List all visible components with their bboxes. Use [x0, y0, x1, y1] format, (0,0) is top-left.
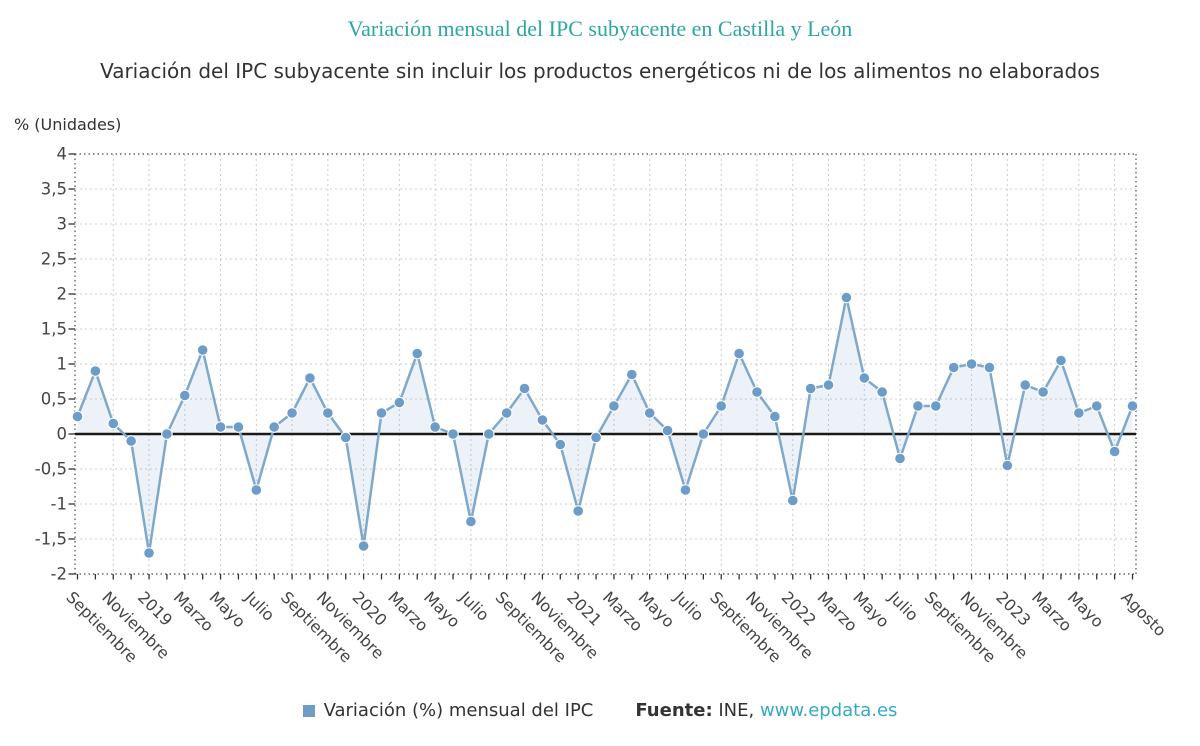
data-point-feb-2019[interactable] [161, 428, 173, 440]
data-point-jun-2019[interactable] [232, 421, 245, 433]
data-point-mar-2023[interactable] [1037, 386, 1049, 398]
data-point-nov-2021[interactable] [751, 386, 763, 398]
y-axis-label: 1,5 [41, 320, 67, 339]
data-point-ago-2019[interactable] [268, 421, 280, 433]
data-point-mar-2021[interactable] [608, 400, 620, 412]
x-axis-label: Marzo [1028, 588, 1076, 636]
y-axis-label: 2,5 [41, 250, 67, 269]
data-point-oct-2022[interactable] [947, 361, 960, 374]
data-point-abr-2022[interactable] [840, 291, 853, 304]
data-point-dic-2019[interactable] [339, 431, 352, 444]
data-point-jul-2021[interactable] [679, 484, 692, 496]
source-agency: INE, [712, 700, 760, 721]
data-point-ago-2023[interactable] [1126, 400, 1139, 412]
source-link[interactable]: www.epdata.es [759, 700, 898, 721]
y-axis-label: 0,5 [41, 390, 67, 409]
data-point-jul-2019[interactable] [250, 484, 263, 496]
data-point-may-2023[interactable] [1073, 407, 1085, 419]
data-point-dic-2018[interactable] [125, 435, 137, 447]
data-point-nov-2020[interactable] [536, 414, 549, 426]
data-point-may-2019[interactable] [214, 421, 227, 433]
data-point-sep-2018[interactable] [71, 410, 84, 423]
data-point-ene-2019[interactable] [143, 547, 155, 559]
x-axis-label: Marzo [599, 588, 647, 636]
data-point-feb-2022[interactable] [804, 382, 817, 395]
data-point-oct-2018[interactable] [89, 365, 102, 377]
data-point-jun-2021[interactable] [661, 424, 674, 437]
x-axis-label: Marzo [170, 588, 218, 636]
y-axis-label: 3 [57, 215, 68, 234]
data-point-nov-2022[interactable] [965, 358, 978, 370]
chart-subtitle: Variación del IPC subyacente sin incluir… [100, 59, 1100, 83]
x-axis-label: Marzo [813, 588, 861, 636]
y-axis-unit-label: % (Unidades) [14, 115, 122, 134]
data-point-ago-2020[interactable] [482, 428, 495, 440]
data-point-sep-2020[interactable] [500, 407, 513, 419]
data-point-feb-2023[interactable] [1019, 379, 1032, 391]
data-point-ene-2023[interactable] [1001, 459, 1014, 472]
data-point-jun-2020[interactable] [447, 428, 459, 440]
legend-series-label: Variación (%) mensual del IPC [323, 700, 594, 721]
y-axis-label: 4 [57, 145, 68, 164]
data-point-may-2022[interactable] [858, 372, 871, 384]
data-point-abr-2023[interactable] [1055, 354, 1067, 367]
x-axis-label: Agosto [1117, 588, 1170, 641]
legend-series-swatch [302, 704, 315, 717]
data-point-nov-2018[interactable] [107, 417, 120, 430]
x-axis-label: Marzo [384, 588, 432, 636]
y-axis-label: 3,5 [41, 180, 67, 199]
data-point-jul-2023[interactable] [1108, 445, 1121, 458]
data-point-oct-2019[interactable] [304, 372, 316, 384]
data-point-abr-2020[interactable] [411, 347, 424, 360]
data-point-oct-2021[interactable] [733, 347, 745, 360]
y-axis-label: 1 [57, 355, 68, 374]
data-point-dic-2020[interactable] [554, 438, 567, 451]
data-point-may-2020[interactable] [429, 421, 441, 433]
data-point-ago-2022[interactable] [912, 400, 924, 412]
data-point-ene-2021[interactable] [572, 505, 584, 517]
source-label: Fuente: [635, 700, 713, 721]
data-point-mar-2022[interactable] [822, 379, 835, 391]
data-point-jun-2023[interactable] [1090, 400, 1103, 412]
y-axis-label: -1,5 [35, 530, 67, 549]
y-axis-label: -2 [51, 565, 67, 584]
data-point-ene-2022[interactable] [786, 494, 799, 507]
data-point-abr-2021[interactable] [626, 368, 638, 381]
chart-legend: Variación (%) mensual del IPC Fuente: IN… [0, 700, 1200, 721]
data-point-dic-2021[interactable] [769, 410, 781, 423]
data-point-mar-2019[interactable] [178, 389, 191, 402]
data-point-sep-2019[interactable] [286, 407, 298, 419]
y-axis-label: -0,5 [35, 460, 67, 479]
chart-title: Variación mensual del IPC subyacente en … [347, 16, 853, 41]
data-point-ene-2020[interactable] [357, 540, 370, 552]
data-point-dic-2022[interactable] [983, 361, 996, 374]
data-point-feb-2021[interactable] [590, 431, 602, 444]
data-point-mar-2020[interactable] [393, 396, 406, 409]
y-axis-label: -1 [51, 495, 67, 514]
data-point-abr-2019[interactable] [196, 344, 209, 356]
data-point-ago-2021[interactable] [697, 428, 710, 440]
data-point-oct-2020[interactable] [518, 382, 531, 395]
data-point-nov-2019[interactable] [322, 407, 334, 419]
y-axis-label: 2 [57, 285, 68, 304]
data-point-jun-2022[interactable] [876, 386, 888, 398]
series-area-fill [77, 297, 1133, 553]
data-point-feb-2020[interactable] [375, 407, 388, 419]
y-axis-label: 0 [57, 425, 68, 444]
data-point-sep-2021[interactable] [715, 400, 728, 412]
data-point-may-2021[interactable] [643, 407, 656, 419]
data-point-jul-2020[interactable] [465, 515, 477, 528]
source-block: Fuente: INE, www.epdata.es [635, 700, 897, 721]
data-point-jul-2022[interactable] [894, 452, 906, 465]
data-point-sep-2022[interactable] [930, 400, 942, 412]
